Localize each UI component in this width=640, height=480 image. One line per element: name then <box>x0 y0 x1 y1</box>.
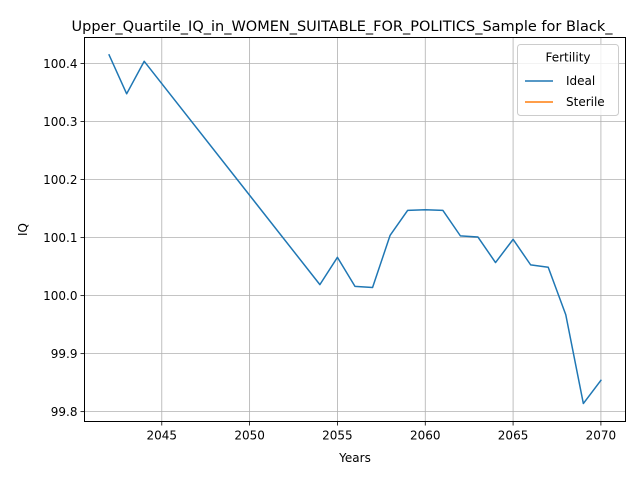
y-axis-ticks: 99.8 99.9 100.0 100.1 100.2 100.3 100.4 <box>43 57 85 419</box>
x-axis-ticks: 2045 2050 2055 2060 2065 2070 <box>147 421 617 443</box>
plot-frame <box>84 37 626 422</box>
legend-label-ideal: Ideal <box>566 74 595 88</box>
y-tick-label: 100.0 <box>43 289 77 303</box>
x-tick-label: 2050 <box>234 429 265 443</box>
x-tick-label: 2060 <box>410 429 441 443</box>
y-tick-label: 100.4 <box>43 57 77 71</box>
y-axis-label: IQ <box>16 223 30 236</box>
series-layer <box>108 53 602 405</box>
legend-label-sterile: Sterile <box>566 95 605 109</box>
legend: Fertility Ideal Sterile <box>517 44 619 116</box>
x-axis-label: Years <box>338 451 371 465</box>
x-tick-label: 2045 <box>147 429 178 443</box>
y-tick-label: 99.8 <box>51 405 78 419</box>
x-tick-label: 2070 <box>586 429 617 443</box>
y-tick-label: 100.3 <box>43 115 77 129</box>
legend-title: Fertility <box>545 51 590 65</box>
series-line-ideal <box>108 53 602 405</box>
y-tick-label: 100.1 <box>43 231 77 245</box>
y-tick-label: 99.9 <box>51 347 78 361</box>
legend-box <box>517 44 619 116</box>
x-tick-label: 2055 <box>322 429 353 443</box>
chart-title: Upper_Quartile_IQ_in_WOMEN_SUITABLE_FOR_… <box>72 19 614 35</box>
y-tick-label: 100.2 <box>43 173 77 187</box>
x-tick-label: 2065 <box>498 429 529 443</box>
